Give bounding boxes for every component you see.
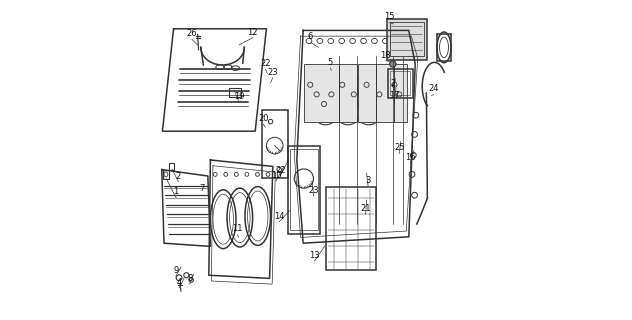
Bar [288,146,320,234]
Bar [262,110,288,178]
Text: 18: 18 [380,51,391,60]
Text: 10: 10 [270,171,281,180]
Text: 2: 2 [391,79,396,88]
Bar [394,64,407,122]
Text: 8: 8 [187,274,192,283]
Text: 13: 13 [309,251,320,260]
Text: 21: 21 [360,204,371,213]
Text: 24: 24 [428,84,439,93]
Text: 5: 5 [328,58,333,67]
Text: 4: 4 [177,278,182,287]
Bar [326,187,376,270]
Text: 22: 22 [275,166,286,175]
Text: 6: 6 [308,32,313,41]
Text: 7: 7 [200,184,205,193]
Bar [389,22,424,56]
Bar [229,88,241,97]
Text: 11: 11 [233,224,243,233]
Text: 26: 26 [186,29,197,38]
Text: 20: 20 [258,114,269,123]
Text: 15: 15 [384,12,394,21]
Text: 12: 12 [247,28,258,36]
Text: 2: 2 [176,172,181,180]
Bar [163,170,169,179]
Bar [387,69,413,98]
Bar [437,34,451,61]
Text: 16: 16 [405,153,416,162]
Bar [389,71,410,95]
Text: 25: 25 [394,143,404,152]
Bar [387,19,427,60]
Text: 22: 22 [260,59,270,68]
Text: 17: 17 [389,91,399,100]
Text: 14: 14 [274,212,284,220]
Bar [290,149,318,230]
Bar [304,64,339,122]
Text: 1: 1 [174,188,179,196]
Text: 19: 19 [234,92,245,101]
Text: 23: 23 [267,68,278,76]
Bar [376,64,394,122]
Text: 3: 3 [365,176,371,185]
Text: 9: 9 [173,266,178,275]
Text: 23: 23 [308,186,319,195]
Bar [358,64,376,122]
Bar [339,64,357,122]
Bar [169,163,174,170]
Ellipse shape [389,61,396,67]
